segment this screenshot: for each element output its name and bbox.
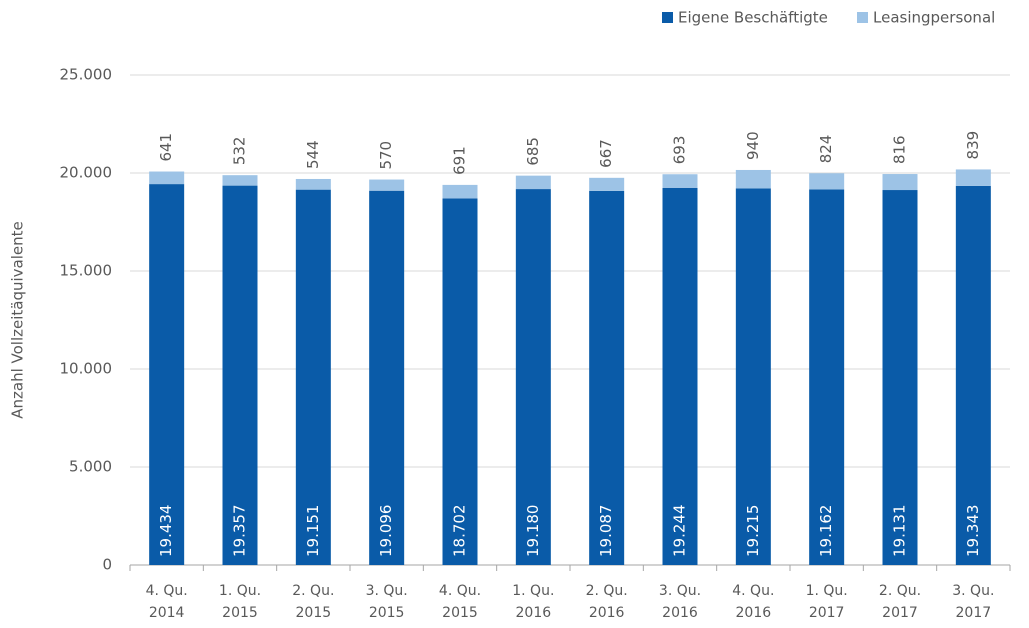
value-label: 19.131: [891, 505, 909, 558]
bar-segment: [589, 190, 625, 565]
x-tick-label: 4. Qu. 2014: [145, 583, 188, 621]
bar-segment: [662, 187, 698, 565]
legend-swatch: [857, 12, 868, 23]
bar-segment: [662, 174, 698, 188]
bar-segment: [442, 198, 478, 565]
y-tick-label: 10.000: [60, 360, 113, 378]
value-label: 19.215: [744, 505, 762, 558]
value-label: 940: [744, 131, 762, 160]
bar-segment: [735, 188, 771, 566]
bar-segment: [955, 185, 991, 565]
value-label: 19.087: [597, 505, 615, 558]
y-tick-label: 15.000: [60, 262, 113, 280]
value-label: 667: [597, 139, 615, 168]
value-label: 19.434: [157, 505, 175, 558]
y-axis-label: Anzahl Vollzeitäquivalente: [9, 221, 27, 419]
x-tick-label: 3. Qu. 2016: [658, 583, 702, 621]
bar-segment: [149, 171, 185, 185]
bar-segment: [295, 178, 331, 190]
bar-segment: [735, 169, 771, 189]
x-tick-label: 2. Qu. 2017: [878, 583, 922, 621]
x-tick-label: 2. Qu. 2016: [585, 583, 628, 621]
bar-segment: [809, 173, 845, 190]
value-label: 693: [671, 136, 689, 165]
value-label: 691: [451, 146, 469, 175]
value-label: 19.343: [964, 505, 982, 557]
x-tick-label: 4. Qu. 2016: [732, 583, 775, 621]
x-tick-label: 4. Qu. 2015: [438, 583, 482, 621]
bar-segment: [515, 189, 551, 565]
value-label: 19.180: [524, 505, 542, 558]
value-label: 18.702: [451, 505, 469, 558]
bar-segment: [955, 169, 991, 186]
y-tick-label: 20.000: [60, 164, 113, 182]
bar-segment: [295, 189, 331, 566]
x-tick-label: 2. Qu. 2015: [292, 583, 335, 621]
value-label: 532: [231, 137, 249, 166]
x-tick-label: 1. Qu. 2016: [512, 583, 555, 621]
bar-segment: [149, 184, 185, 565]
bar-segment: [369, 179, 405, 191]
value-label: 570: [377, 141, 395, 170]
value-label: 19.357: [231, 505, 249, 558]
bar-segment: [222, 175, 258, 186]
value-label: 19.244: [671, 505, 689, 558]
y-tick-label: 25.000: [60, 66, 113, 84]
bar-segment: [809, 189, 845, 565]
bar-segment: [589, 177, 625, 191]
bar-segment: [515, 175, 551, 190]
value-label: 839: [964, 131, 982, 160]
value-label: 824: [817, 135, 835, 164]
value-label: 19.096: [377, 505, 395, 558]
y-tick-label: 5.000: [69, 458, 112, 476]
x-tick-label: 1. Qu. 2017: [805, 583, 848, 621]
value-label: 19.162: [817, 505, 835, 558]
bar-segment: [369, 190, 405, 566]
bar-segment: [222, 185, 258, 566]
legend-label: Eigene Beschäftigte: [678, 9, 828, 27]
x-tick-label: 3. Qu. 2015: [365, 583, 408, 621]
value-label: 641: [157, 133, 175, 162]
bar-segment: [882, 174, 918, 191]
x-tick-label: 3. Qu. 2017: [952, 583, 995, 621]
bar-segment: [882, 190, 918, 565]
legend-swatch: [662, 12, 673, 23]
bar-segment: [442, 184, 478, 199]
y-tick-label: 0: [102, 556, 112, 574]
value-label: 816: [891, 135, 909, 164]
value-label: 685: [524, 137, 542, 166]
legend-label: Leasingpersonal: [873, 9, 995, 27]
x-tick-label: 1. Qu. 2015: [218, 583, 262, 621]
value-label: 19.151: [304, 505, 322, 558]
value-label: 544: [304, 140, 322, 169]
